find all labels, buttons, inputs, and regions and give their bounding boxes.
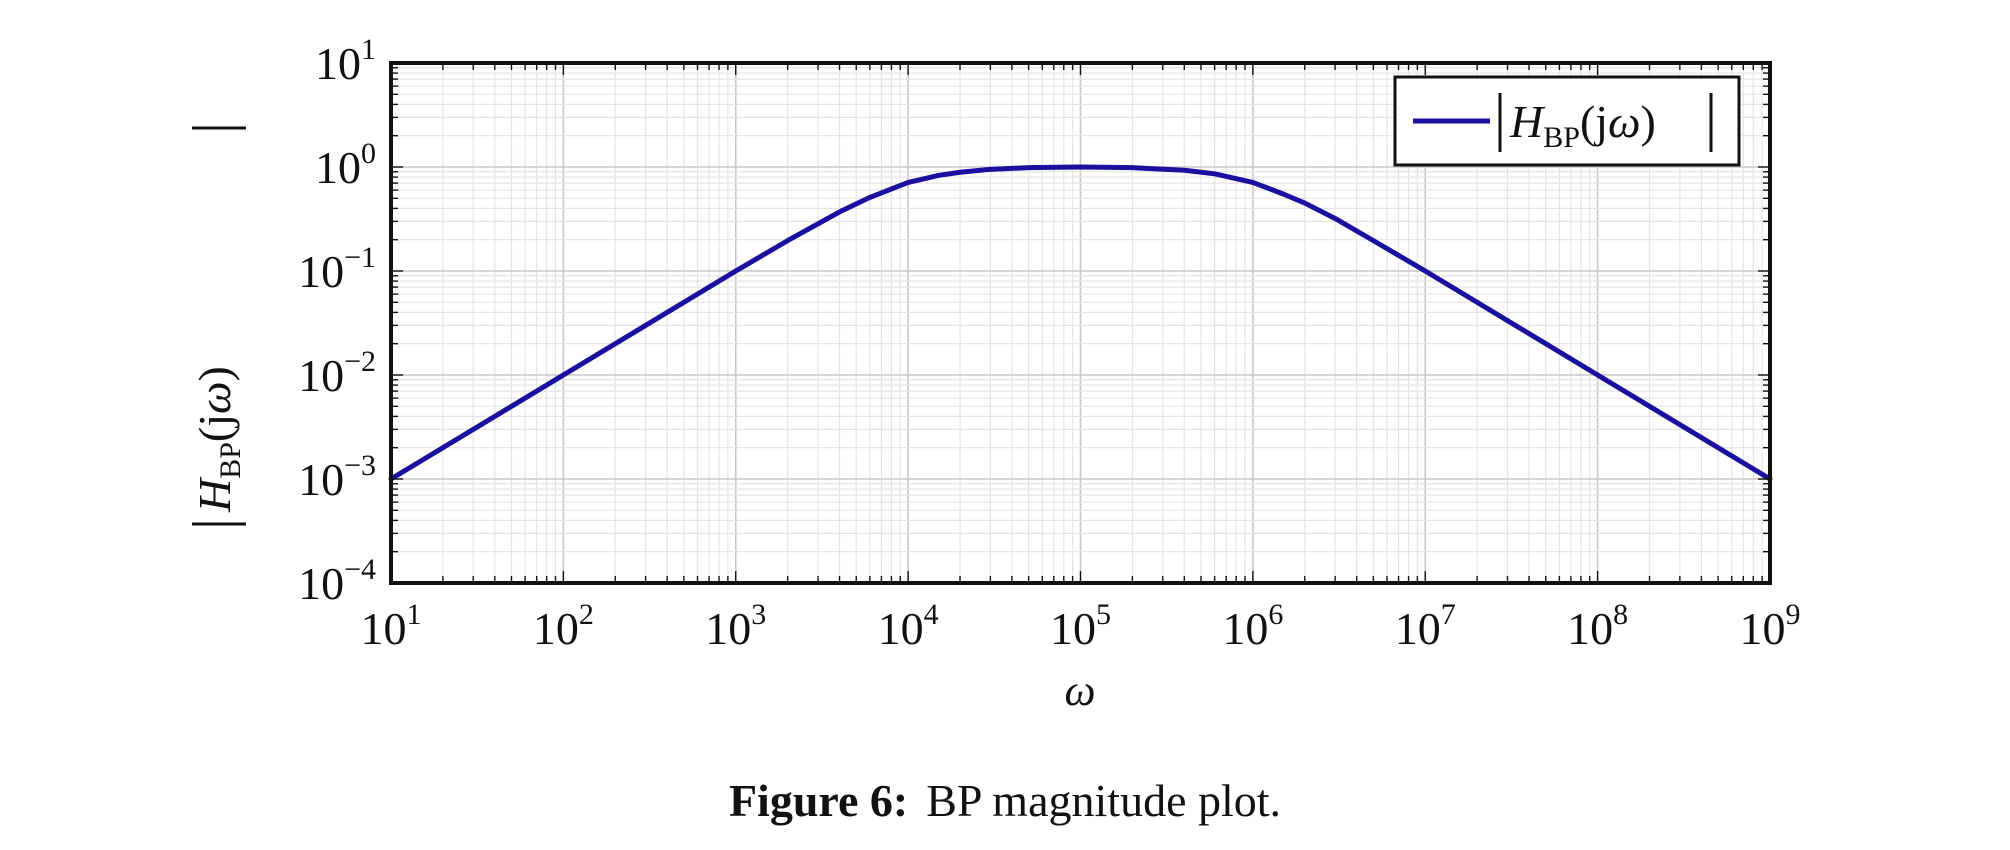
y-axis-label: HBP(jω) (189, 126, 247, 526)
x-tick-label: 102 (533, 598, 594, 654)
x-tick-label: 106 (1222, 598, 1283, 654)
y-tick-label: 10−2 (298, 345, 376, 401)
series-line-0 (388, 164, 1773, 482)
x-tick-label: 109 (1740, 598, 1801, 654)
y-tick-label: 100 (315, 137, 376, 193)
y-tick-label: 10−3 (298, 449, 376, 505)
x-axis-label: ω (1064, 666, 1095, 715)
x-tick-label: 104 (878, 598, 939, 654)
figure-caption: Figure 6: BP magnitude plot. (0, 774, 2010, 827)
y-tick-label: 10−4 (298, 553, 376, 609)
legend-label: HBP(jω) (1509, 96, 1656, 154)
x-tick-label: 107 (1395, 598, 1456, 654)
caption-label: Figure 6: (728, 775, 909, 826)
y-axis-label-text: HBP(jω) (189, 366, 247, 513)
x-tick-label: 103 (705, 598, 766, 654)
y-tick-labels: 101 100 10−1 10−2 10−3 10−4 (298, 33, 376, 609)
x-tick-label: 105 (1050, 598, 1111, 654)
x-tick-label: 101 (361, 598, 422, 654)
caption-text: BP magnitude plot. (926, 775, 1282, 826)
y-tick-label: 101 (315, 33, 376, 89)
series-layer (388, 164, 1773, 482)
x-tick-label: 108 (1567, 598, 1628, 654)
tick-marks (390, 63, 1770, 584)
legend: HBP(jω) (1393, 75, 1741, 167)
x-tick-labels: 101 102 103 104 105 106 107 108 109 (361, 598, 1801, 654)
y-tick-label: 10−1 (298, 241, 376, 297)
